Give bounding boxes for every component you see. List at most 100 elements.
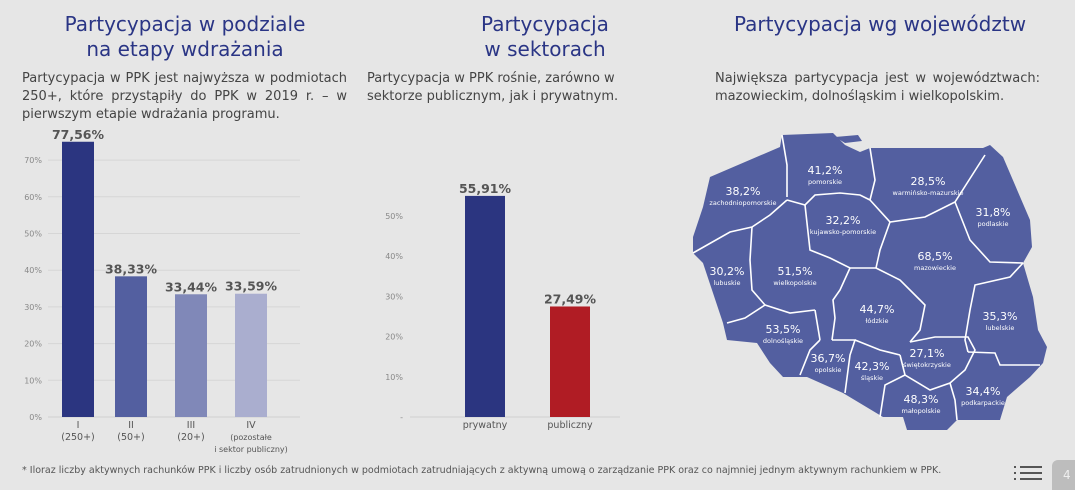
region-border [869,147,876,201]
middle-title-line2: w sektorach [484,37,606,61]
bar [175,294,207,417]
y-tick-label: 20% [385,333,403,342]
middle-title: Partycypacja w sektorach [420,12,670,62]
region-border [786,192,871,206]
region-value: 30,2% [710,265,745,278]
region-name: kujawsko-pomorskie [810,228,876,236]
region-name: wielkopolskie [773,279,816,287]
y-tick-label: 70% [24,156,42,165]
region-border [854,339,901,356]
region-border [869,154,986,223]
poland-map [693,133,1047,430]
y-tick-label: 10% [24,376,42,385]
region-name: świętokrzyskie [903,361,951,369]
x-tick-label: IV [246,420,256,431]
region-border [781,134,788,197]
y-tick-label: 30% [385,292,403,301]
region-value: 38,2% [726,185,761,198]
region-value: 44,7% [860,303,895,316]
region-border [949,382,958,421]
region-border [964,262,1024,353]
region-border [831,267,851,341]
x-tick-label: (pozostałe [230,433,272,442]
region-border [875,267,926,343]
region-name: dolnośląskie [763,337,803,345]
region-border [899,336,976,391]
region-name: pomorskie [808,178,842,186]
x-tick-label: III [187,420,195,431]
left-subtitle: Partycypacja w PPK jest najwyższa w podm… [22,71,347,122]
y-tick-label: - [400,413,403,422]
x-tick-label: (250+) [61,432,95,443]
footnote: * Iloraz liczby aktywnych rachunków PPK … [22,465,942,476]
bar [115,276,147,417]
y-tick-label: 50% [24,230,42,239]
region-value: 34,4% [966,385,1001,398]
region-value: 41,2% [808,164,843,177]
region-name: podkarpackie [961,399,1005,407]
region-value: 53,5% [766,323,801,336]
region-value: 31,8% [976,206,1011,219]
x-tick-label: II [128,420,134,431]
left-title: Partycypacja w podziale na etapy wdrażani… [20,12,350,62]
y-tick-label: 60% [24,193,42,202]
x-tick-label: I [77,420,80,431]
right-subtitle: Największa partycypacja jest w województ… [715,71,1040,104]
left-title-line2: na etapy wdrażania [86,37,284,61]
right-title: Partycypacja wg województw [733,12,1027,36]
data-label: 38,33% [105,261,158,276]
region-value: 27,1% [910,347,945,360]
region-border [967,351,1040,366]
region-name: opolskie [815,366,842,374]
region-name: warmińsko-mazurskie [893,189,964,197]
y-tick-label: 40% [385,252,403,261]
data-label: 33,44% [165,279,218,294]
x-tick-label: i sektor publiczny) [214,445,288,454]
data-label: 55,91% [459,181,512,196]
y-tick-label: 40% [24,266,42,275]
data-label: 27,49% [544,291,597,306]
bar [550,306,590,417]
region-border [814,309,821,341]
region-value: 36,7% [811,352,846,365]
region-border [832,339,857,394]
region-name: podlaskie [978,220,1009,228]
region-value: 68,5% [918,250,953,263]
y-tick-label: 20% [24,340,42,349]
data-label: 77,56% [52,127,105,142]
middle-title-line1: Partycypacja [481,12,609,36]
region-border [804,204,876,269]
bar [62,141,94,417]
bar [235,293,267,417]
region-border [749,226,766,306]
x-tick-label: publiczny [547,420,593,431]
region-name: lubelskie [986,324,1015,332]
region-border [954,201,1024,264]
hel-peninsula [835,135,862,143]
region-name: zachodniopomorskie [709,199,776,207]
x-tick-label: (50+) [117,432,144,443]
left-title-line1: Partycypacja w podziale [64,12,306,36]
region-value: 28,5% [911,175,946,188]
list-icon[interactable] [1014,466,1042,484]
data-label: 33,59% [225,279,278,294]
region-value: 51,5% [778,265,813,278]
y-tick-label: 50% [385,212,403,221]
x-tick-label: prywatny [463,420,508,431]
bar [465,195,505,417]
region-value: 42,3% [855,360,890,373]
page-number: 4 [1052,460,1075,490]
middle-subtitle: Partycypacja w PPK rośnie, zarówno w sek… [367,71,619,104]
y-tick-label: 0% [29,413,42,422]
region-name: łódzkie [866,317,889,325]
region-name: lubuskie [713,279,740,287]
region-name: małopolskie [901,407,940,415]
region-border [799,339,821,376]
region-name: mazowieckie [914,264,956,272]
y-tick-label: 30% [24,303,42,312]
region-border [875,221,891,269]
y-tick-label: 10% [385,373,403,382]
x-tick-label: (20+) [177,432,204,443]
region-value: 35,3% [983,310,1018,323]
